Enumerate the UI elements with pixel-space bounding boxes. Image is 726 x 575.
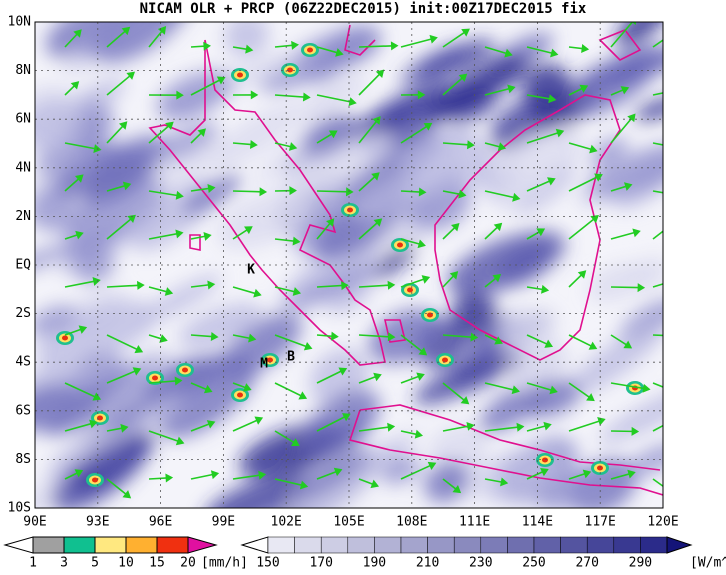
lon-label: 108E [396, 515, 427, 530]
lon-label: 111E [459, 515, 490, 530]
cell [92, 478, 98, 483]
legend-box [561, 537, 588, 553]
map-area [0, 0, 714, 542]
arrow-head [675, 27, 681, 32]
legend-label: 10 [118, 556, 134, 571]
lon-label: 120E [647, 515, 678, 530]
lon-label: 105E [333, 515, 364, 530]
legend-unit: [W/m^2] [690, 556, 726, 571]
legend-label: 270 [575, 556, 598, 571]
cell [542, 458, 548, 463]
legend-label: 150 [256, 556, 279, 571]
legend-box [428, 537, 455, 553]
lat-label: 6N [15, 112, 31, 127]
arrow-head [683, 86, 689, 92]
olr-field [0, 0, 714, 542]
arrow-head [679, 496, 685, 502]
legend-box [534, 537, 561, 553]
legend-box [374, 537, 401, 553]
legend-tri [242, 537, 268, 553]
legends: 1 3 5 10 15 20 [mm/h] 150 170 190 210 230 250 270 290 [… [5, 537, 726, 571]
map-title: NICAM OLR + PRCP (06Z22DEC2015) init:00Z… [140, 1, 587, 17]
arrow-head [667, 420, 673, 425]
cell [237, 393, 243, 398]
lat-label: 8N [15, 63, 31, 78]
arrow-head [670, 191, 676, 197]
legend-box [454, 537, 481, 553]
legend-label: 5 [91, 556, 99, 571]
legend-unit: [mm/h] [201, 556, 248, 571]
legend-box [507, 537, 534, 553]
lon-label: 96E [149, 515, 172, 530]
legend-box [33, 537, 64, 553]
legend-label: 290 [629, 556, 652, 571]
legend-label: 210 [416, 556, 439, 571]
legend-label: 15 [149, 556, 165, 571]
cell [287, 68, 293, 73]
place-label: M [260, 357, 268, 372]
legend-box [401, 537, 428, 553]
lat-label: 2N [15, 209, 31, 224]
lon-label: 102E [271, 515, 302, 530]
legend-box [348, 537, 375, 553]
lat-label: 4S [15, 355, 31, 370]
legend-box [157, 537, 188, 553]
lat-label: 4N [15, 160, 31, 175]
lat-label: 6S [15, 403, 31, 418]
legend-label: 230 [469, 556, 492, 571]
lon-label: 114E [522, 515, 553, 530]
arrow-head [681, 146, 687, 152]
legend-box [126, 537, 157, 553]
lat-label: 10N [8, 15, 31, 30]
lon-label: 99E [212, 515, 235, 530]
place-label: K [247, 263, 255, 278]
lat-label: 10S [8, 501, 31, 516]
lat-label: 8S [15, 452, 31, 467]
legend-label: 170 [309, 556, 332, 571]
arrow-head [678, 215, 684, 221]
legend-box [587, 537, 614, 553]
legend-box [321, 537, 348, 553]
legend-label: 190 [363, 556, 386, 571]
cell [182, 368, 188, 373]
arrow-head [675, 277, 681, 283]
legend-tri [188, 537, 216, 553]
legend-label: 20 [180, 556, 196, 571]
cell [237, 73, 243, 78]
cell [152, 376, 158, 381]
lon-label: 90E [23, 515, 46, 530]
lat-label: 2S [15, 306, 31, 321]
lat-label: EQ [15, 258, 31, 273]
legend-box [481, 537, 508, 553]
legend-box [640, 537, 667, 553]
lon-label: 117E [585, 515, 616, 530]
legend-tri [667, 537, 691, 553]
place-label: B [287, 350, 295, 365]
cell [442, 358, 448, 363]
arrow-head [684, 393, 690, 399]
lon-label: 93E [86, 515, 109, 530]
legend-box [64, 537, 95, 553]
cell [407, 288, 413, 293]
legend-tri [5, 537, 33, 553]
arrow-head [680, 333, 685, 339]
legend-label: 3 [60, 556, 68, 571]
legend-box [95, 537, 126, 553]
cell [62, 336, 68, 341]
cell [397, 243, 403, 248]
legend-box [614, 537, 641, 553]
legend-box [295, 537, 322, 553]
legend-label: 250 [522, 556, 545, 571]
legend-box [268, 537, 295, 553]
cell [347, 208, 353, 213]
legend-label: 1 [29, 556, 37, 571]
cell [307, 48, 313, 53]
